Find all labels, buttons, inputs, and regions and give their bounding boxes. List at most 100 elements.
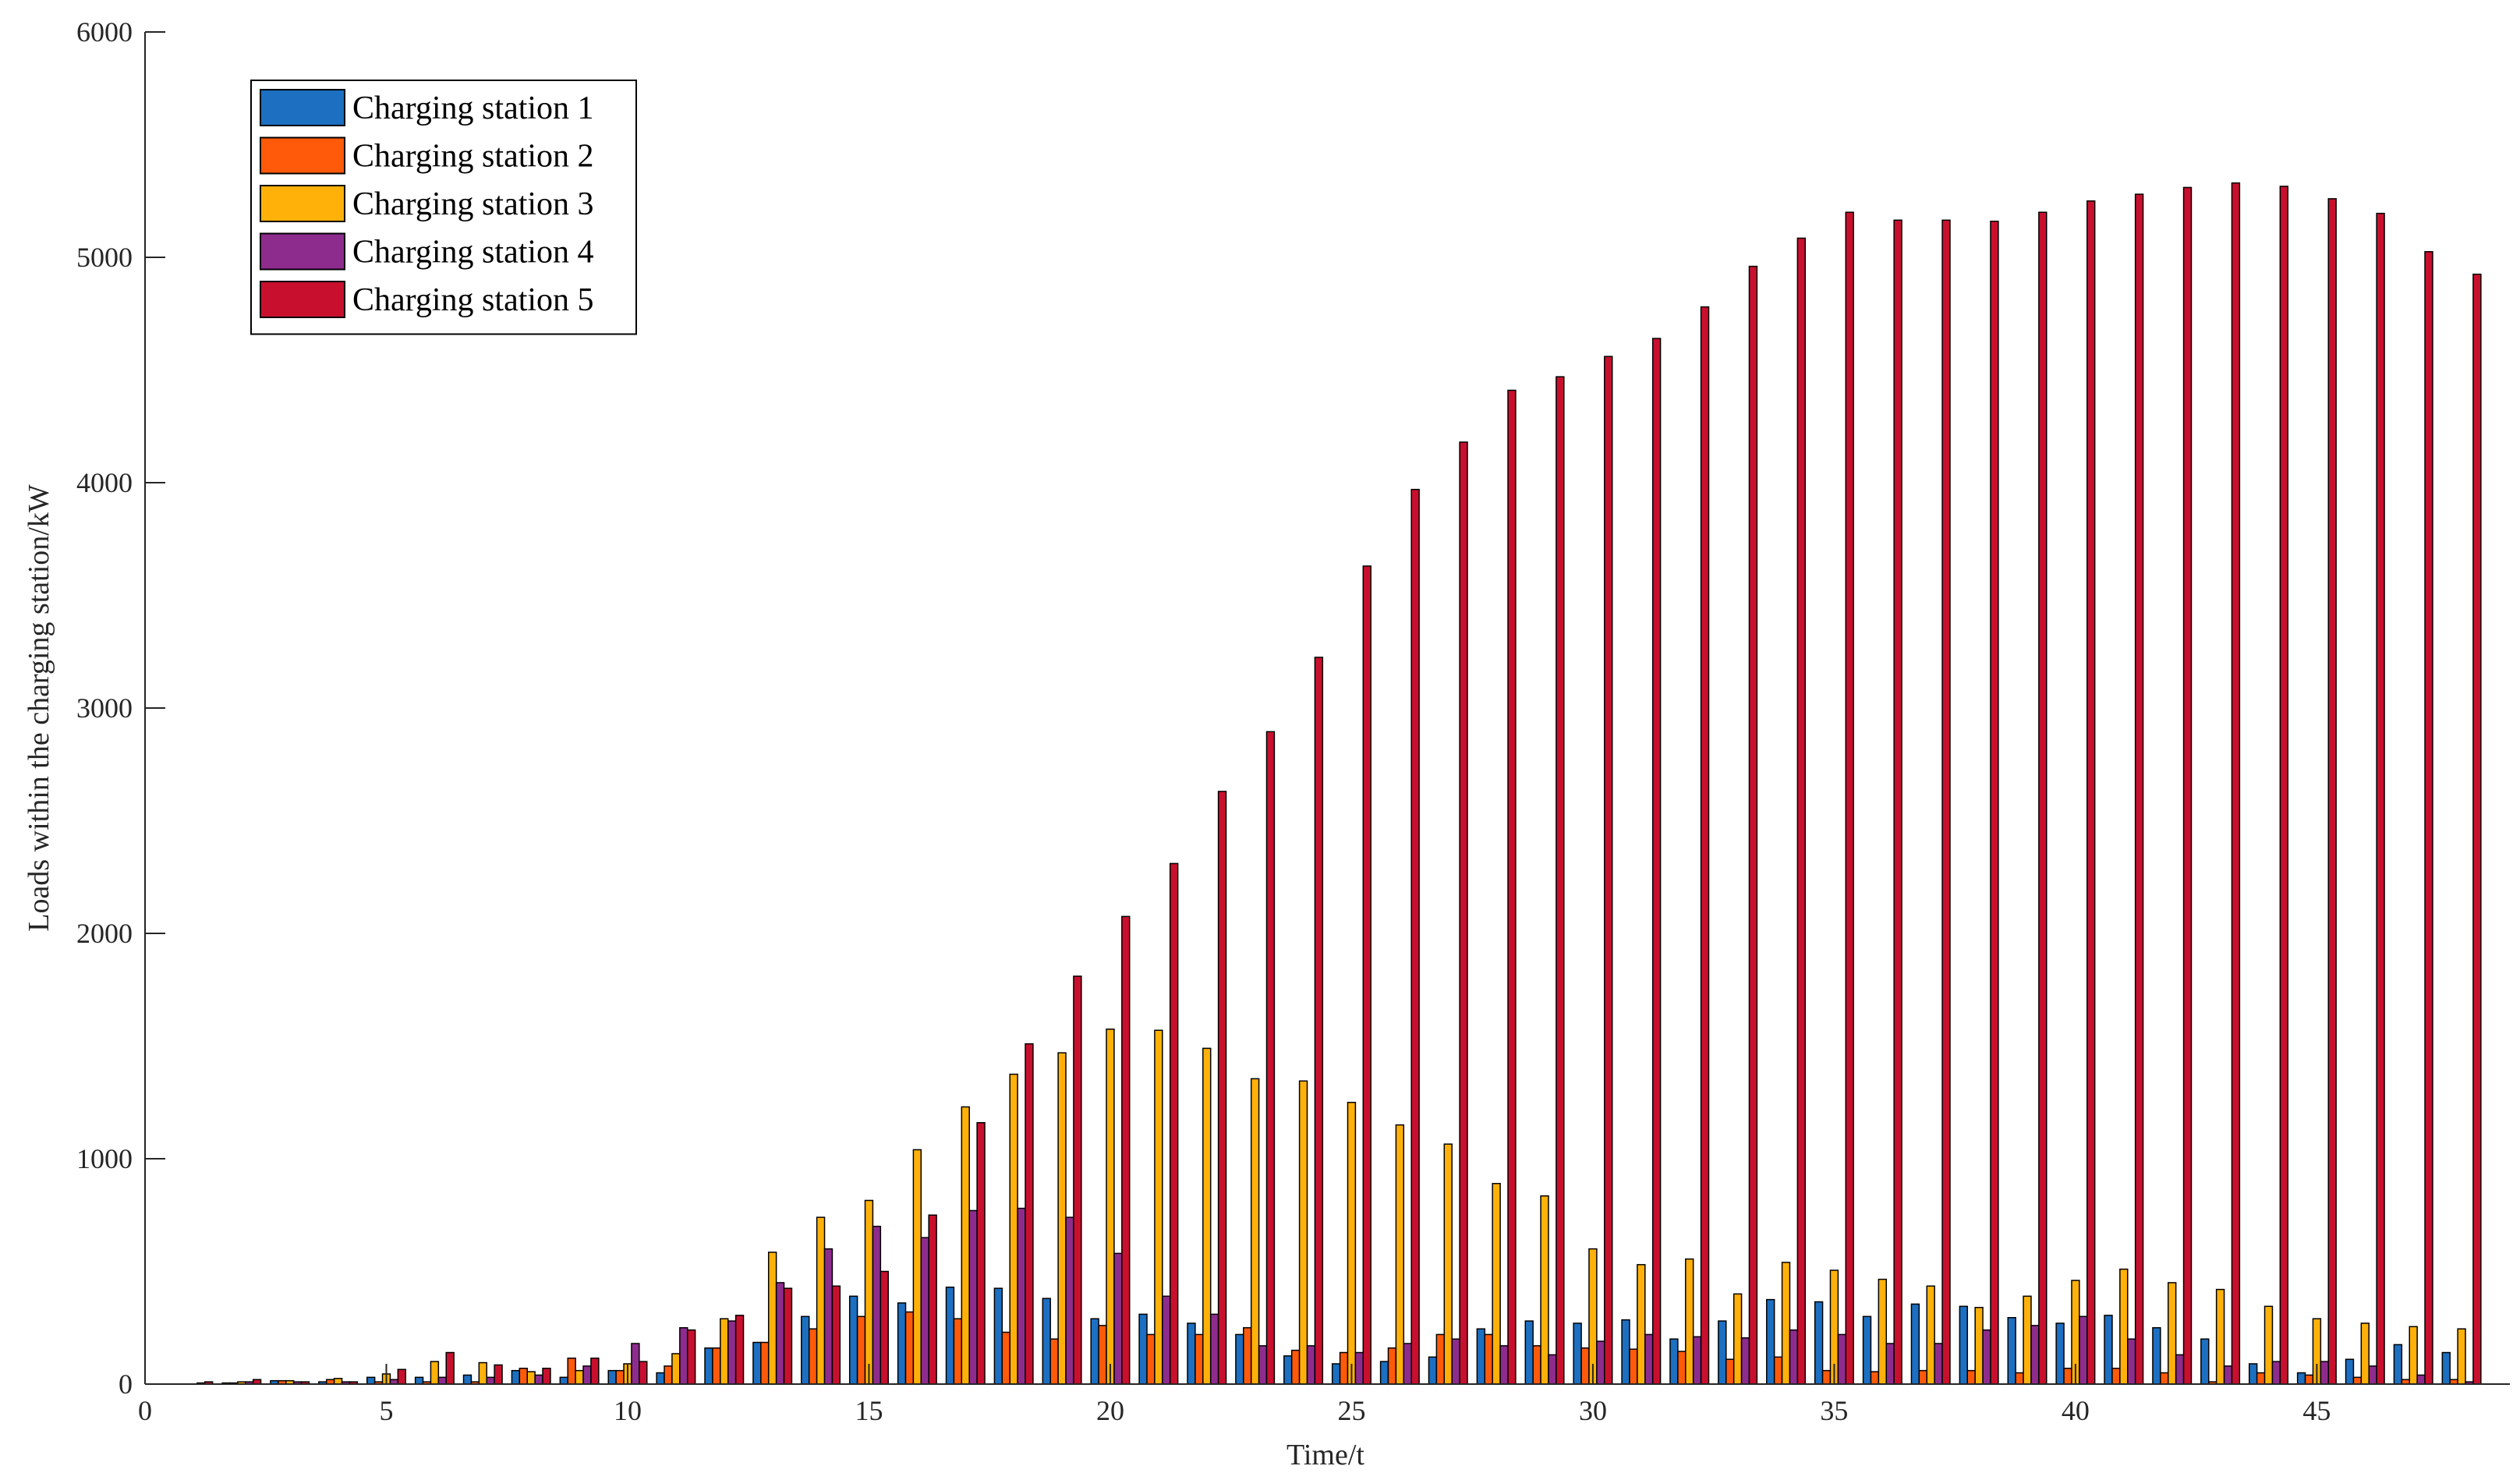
bar [430, 1361, 440, 1385]
bar [2376, 212, 2385, 1385]
bar [2168, 1282, 2177, 1385]
bar [1395, 1124, 1405, 1385]
bar [2352, 1376, 2362, 1385]
bar [2007, 1316, 2016, 1385]
bar [864, 1199, 874, 1385]
bar [664, 1365, 673, 1385]
bar [2215, 1288, 2225, 1385]
bar [1926, 1285, 1935, 1385]
bar [752, 1341, 762, 1385]
bar [2263, 1305, 2274, 1385]
bar [1918, 1369, 1928, 1385]
y-axis-label: Loads within the charging station/kW [23, 484, 55, 932]
bar [904, 1311, 915, 1385]
x-axis-label: Time/t [1287, 1439, 1364, 1471]
bar [928, 1214, 937, 1385]
bar [2182, 186, 2193, 1385]
bar [2441, 1351, 2451, 1385]
legend-swatch [260, 281, 345, 318]
y-tick-label: 2000 [76, 918, 133, 949]
bar [2160, 1372, 2169, 1385]
bar [734, 1315, 745, 1385]
bar [2119, 1268, 2129, 1385]
bar [639, 1361, 648, 1385]
bar [1484, 1333, 1493, 1385]
legend-swatch [260, 185, 345, 222]
bar [1435, 1333, 1446, 1385]
bar [1217, 791, 1227, 1385]
bar [1298, 1080, 1308, 1385]
bar [2409, 1326, 2418, 1385]
legend-swatch [260, 89, 345, 126]
bar [2104, 1315, 2113, 1385]
bar [1621, 1319, 1630, 1385]
bar [1781, 1262, 1791, 1385]
x-tick-label: 10 [614, 1395, 642, 1426]
bar [1169, 862, 1179, 1385]
bar [1580, 1347, 1590, 1385]
bar [494, 1364, 503, 1385]
legend-swatch [260, 232, 345, 271]
bar [801, 1315, 810, 1385]
bar [607, 1369, 617, 1385]
bar [2296, 1372, 2306, 1385]
bar [1025, 1043, 1034, 1385]
bar [1773, 1356, 1783, 1385]
bar [2152, 1327, 2161, 1385]
bar [1789, 1329, 1799, 1385]
bar [808, 1328, 818, 1385]
bar [1306, 1345, 1316, 1385]
bar [1098, 1325, 1107, 1385]
x-tick-label: 30 [1579, 1395, 1607, 1426]
y-tick-label: 5000 [76, 242, 133, 273]
legend-label: Charging station 3 [352, 186, 594, 222]
bar [1362, 565, 1371, 1385]
bar [1878, 1278, 1888, 1385]
bar [1540, 1195, 1549, 1385]
bar [1403, 1343, 1412, 1385]
bar [2111, 1368, 2121, 1385]
bar [1042, 1298, 1051, 1385]
bar [2271, 1361, 2281, 1385]
bar [1573, 1322, 1582, 1385]
bar [872, 1225, 882, 1385]
legend-swatch [260, 136, 345, 175]
bar [478, 1361, 487, 1385]
x-tick-label: 25 [1337, 1395, 1365, 1426]
bar [1283, 1355, 1293, 1385]
bar [679, 1327, 688, 1385]
bar [945, 1286, 955, 1385]
bar [671, 1353, 681, 1385]
x-tick-label: 45 [2302, 1395, 2331, 1426]
bar [1451, 1338, 1460, 1385]
bar [816, 1216, 826, 1385]
bar [2015, 1372, 2024, 1385]
bar [1243, 1327, 1252, 1385]
bar [2304, 1374, 2314, 1385]
bar [1941, 219, 1951, 1385]
bar [2175, 1354, 2185, 1385]
bar [1202, 1047, 1212, 1385]
bar [1845, 211, 1854, 1385]
bar [760, 1341, 770, 1385]
bar [1990, 221, 1999, 1385]
y-tick-label: 4000 [76, 467, 133, 498]
bar [333, 1378, 343, 1385]
bar [823, 1248, 834, 1385]
bar [1410, 488, 1420, 1385]
bar [1121, 915, 1131, 1385]
bar [1556, 376, 1565, 1385]
x-tick-label: 0 [138, 1395, 152, 1426]
bar [2249, 1363, 2258, 1385]
bar [575, 1369, 584, 1385]
bar [1209, 1313, 1219, 1385]
bar [2086, 200, 2096, 1385]
bar [2360, 1322, 2370, 1385]
bar [1934, 1343, 1943, 1385]
legend-label: Charging station 5 [352, 282, 594, 318]
bar [1966, 1369, 1976, 1385]
bar [397, 1368, 406, 1385]
bar [1588, 1248, 1598, 1385]
bar [1379, 1361, 1389, 1385]
bar [1443, 1143, 1453, 1385]
